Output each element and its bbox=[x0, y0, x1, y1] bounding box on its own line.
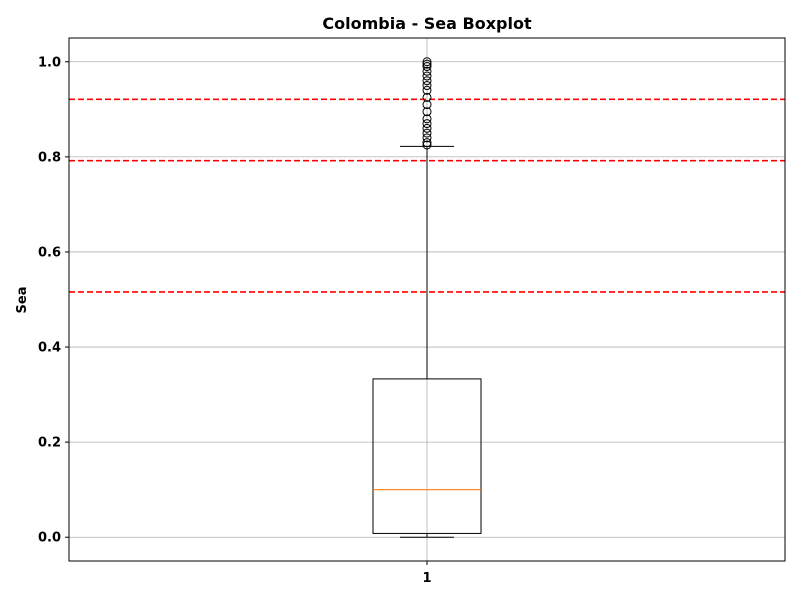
outlier-point bbox=[422, 85, 432, 95]
plot-frame bbox=[68, 37, 786, 562]
y-tick-label: 1.0 bbox=[38, 55, 61, 70]
y-tick-label: 0.8 bbox=[38, 150, 61, 165]
outlier-point bbox=[422, 140, 432, 150]
outlier-point bbox=[422, 92, 432, 102]
outlier-point bbox=[422, 107, 432, 117]
box-layer bbox=[372, 57, 482, 538]
outlier-point bbox=[422, 71, 432, 81]
outlier-point bbox=[422, 100, 432, 110]
y-tick-label: 0.4 bbox=[38, 341, 61, 356]
outlier-point bbox=[422, 59, 432, 69]
outlier-point bbox=[422, 119, 432, 129]
axis-layer: 0.0 0.2 0.4 0.6 0.8 1.0 1 bbox=[38, 55, 432, 586]
outlier-point bbox=[422, 133, 432, 143]
chart-title: Colombia - Sea Boxplot bbox=[322, 14, 532, 33]
outlier-point bbox=[422, 57, 432, 67]
outlier-point bbox=[422, 76, 432, 86]
outlier-point bbox=[422, 138, 432, 148]
y-tick-label: 0.6 bbox=[38, 245, 61, 260]
outlier-point bbox=[422, 81, 432, 91]
outlier-point bbox=[422, 114, 432, 124]
y-axis-label: Sea bbox=[15, 287, 30, 314]
y-tick-label: 0.0 bbox=[38, 531, 61, 546]
outlier-point bbox=[422, 66, 432, 76]
outlier-point bbox=[422, 128, 432, 138]
outlier-point bbox=[422, 62, 432, 72]
outlier-point bbox=[422, 123, 432, 133]
x-tick-label: 1 bbox=[422, 571, 431, 586]
box-group bbox=[372, 57, 482, 538]
reference-lines bbox=[69, 98, 785, 293]
y-tick-label: 0.2 bbox=[38, 436, 61, 451]
iqr-box bbox=[372, 378, 482, 534]
